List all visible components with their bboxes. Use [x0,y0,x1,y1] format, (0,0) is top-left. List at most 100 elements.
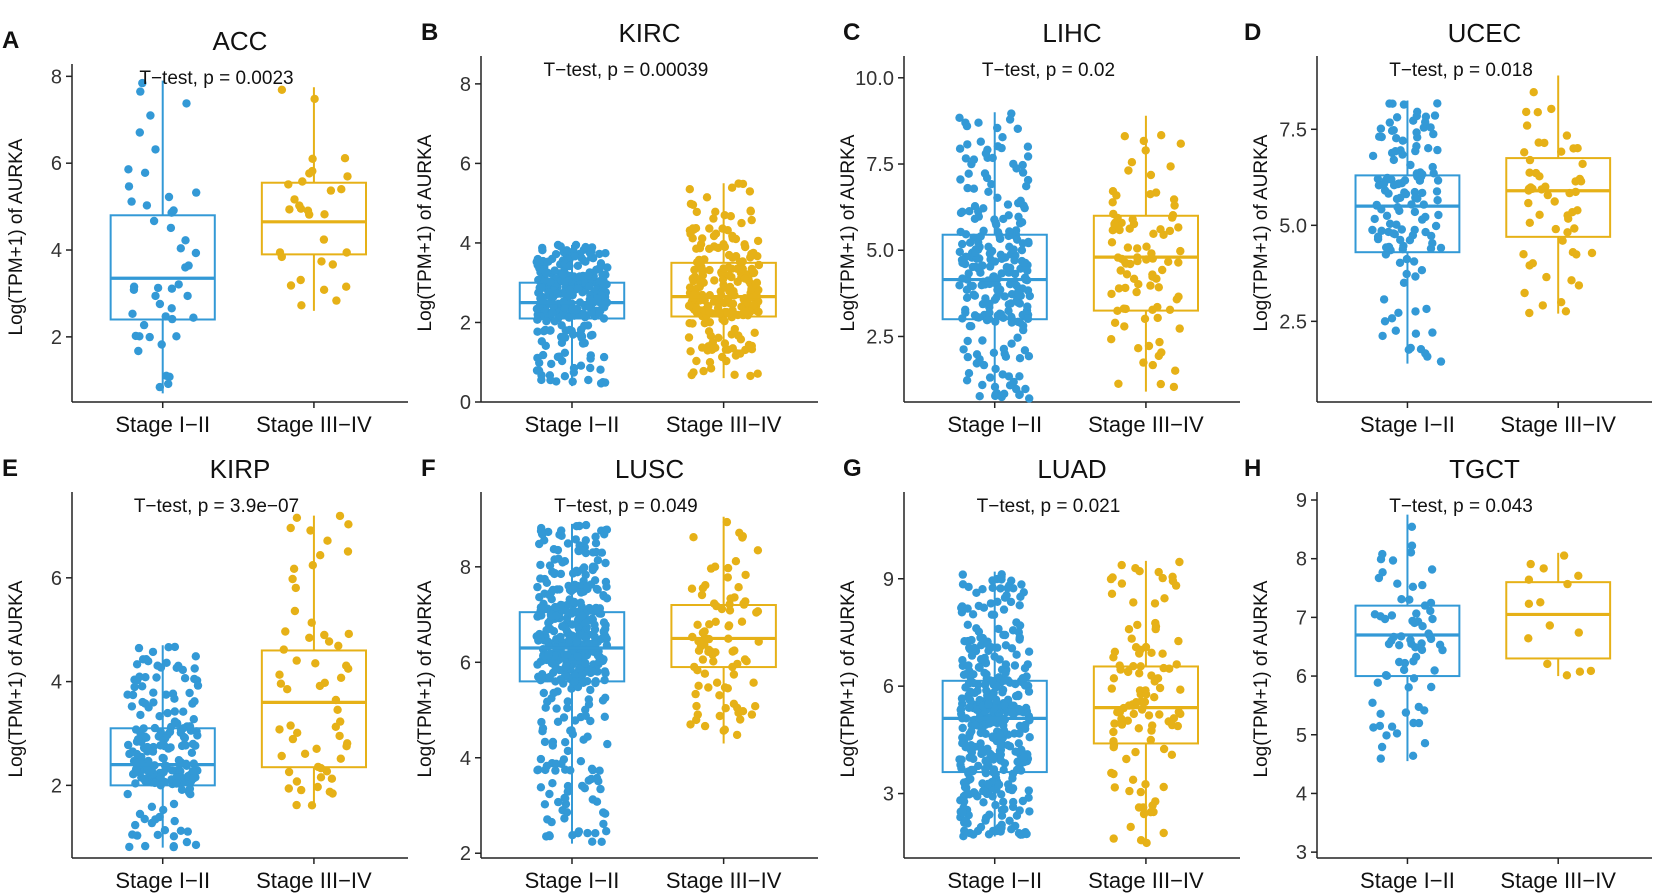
data-point [1016,592,1025,601]
data-point [332,296,341,305]
box-group-stage-i-ii [941,109,1048,403]
data-point [132,749,142,759]
data-point [956,175,965,184]
data-point [533,315,542,324]
data-point [1107,289,1116,299]
box-iqr [109,214,216,321]
data-point [1534,138,1543,147]
data-point [1154,567,1163,577]
data-point [1418,622,1427,631]
data-point [140,774,149,784]
jitter-points [532,520,612,846]
data-point [1165,226,1175,236]
data-point [1008,774,1017,783]
data-point [599,352,609,362]
data-point [715,711,724,721]
data-point [1171,366,1180,375]
data-point [584,776,593,785]
data-point [976,739,985,748]
data-point [961,305,970,314]
data-point [963,352,972,362]
data-point [739,599,748,608]
data-point [550,569,559,579]
box-group-stage-i-ii [109,78,216,394]
data-point [713,243,723,253]
ttest-annotation: T−test, p = 0.043 [1389,496,1533,517]
data-point [571,716,580,725]
y-tick-label: 5.0 [866,240,894,262]
data-point [1011,679,1020,689]
data-point [726,594,735,603]
data-point [155,299,165,309]
data-point [1568,208,1577,217]
data-point [1157,131,1166,140]
box-group-stage-i-ii [109,642,216,852]
data-point [754,260,764,270]
data-point [740,655,750,664]
box-iqr [1505,581,1612,660]
data-point [585,282,594,291]
box-iqr [1505,157,1612,238]
data-point [958,570,967,579]
data-point [996,234,1005,243]
data-point [981,149,991,158]
data-point [560,277,570,286]
data-point [728,231,737,241]
data-point [128,309,137,318]
data-point [1158,649,1167,658]
data-point [138,682,147,691]
data-point [552,759,561,768]
box-group-stage-iii-iv [1092,115,1199,392]
data-point [1012,650,1021,659]
data-point [169,842,178,851]
data-point [1158,573,1167,583]
data-point [342,742,351,751]
data-point [601,558,610,568]
data-point [976,641,986,650]
data-point [602,827,611,836]
data-point [1129,598,1138,607]
data-point [987,246,997,256]
data-point [1150,599,1160,608]
panel-c: C LIHC Log(TPM+1) of AURKA 2.5 5.0 7.5 10.0 Sta… [838,18,1240,437]
data-point [159,767,168,777]
data-point [1411,146,1420,156]
data-point [602,525,612,534]
data-point [1021,384,1030,394]
data-point [581,520,591,530]
data-point [961,816,971,825]
data-point [1528,259,1538,268]
data-point [1155,683,1165,693]
data-point [305,169,314,178]
data-point [532,366,542,375]
data-point [1400,176,1410,185]
data-point [1012,164,1021,173]
data-point [337,185,346,194]
data-point [1397,225,1407,234]
data-point [1108,187,1118,196]
data-point [183,291,192,301]
data-point [554,554,563,563]
data-point [1136,787,1146,797]
panel-title: LUAD [1037,454,1106,484]
data-point [537,717,546,727]
data-point [723,563,733,573]
data-point [1175,324,1184,333]
data-point [184,261,193,270]
data-point [1129,709,1139,719]
data-point [697,590,707,600]
data-point [957,255,967,265]
data-point [1176,139,1186,148]
data-point [1023,660,1032,669]
data-point [957,603,966,613]
data-point [684,301,694,310]
ttest-annotation: T−test, p = 0.018 [1389,60,1533,81]
data-point [1412,128,1421,137]
data-point [1018,796,1028,806]
y-tick-label: 5 [1296,725,1307,747]
data-point [698,234,707,243]
data-point [720,242,730,252]
data-point [185,688,194,698]
data-point [568,730,577,739]
data-point [1127,634,1136,643]
